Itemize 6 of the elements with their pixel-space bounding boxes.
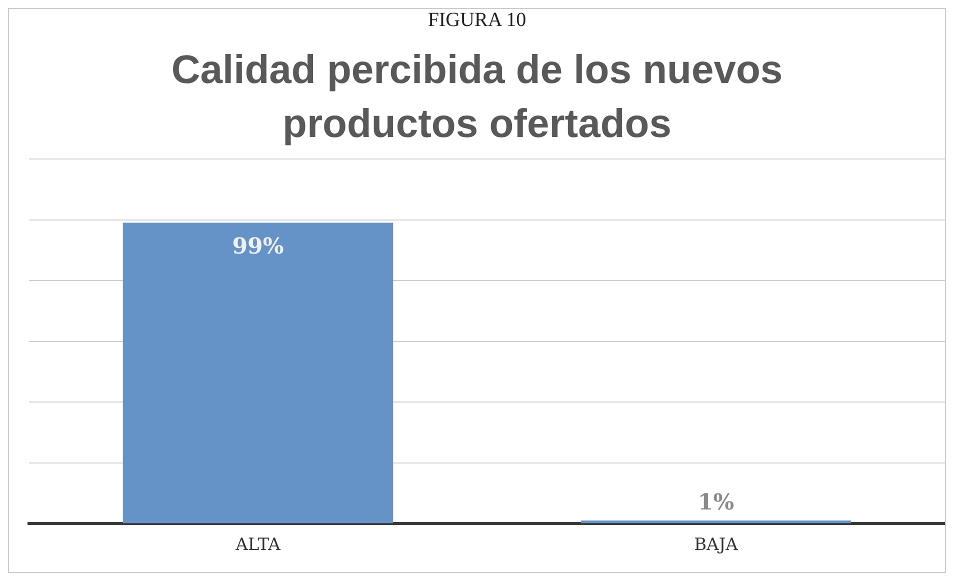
x-tick-label: ALTA — [234, 535, 282, 556]
chart-title: Calidad percibida de los nuevos productos ofertados — [170, 47, 784, 148]
text: FIGURA 10 — [426, 9, 528, 32]
data-label: 1% — [698, 489, 734, 516]
x-tick-label: BAJA — [694, 535, 739, 556]
data-label: 99% — [232, 234, 284, 260]
